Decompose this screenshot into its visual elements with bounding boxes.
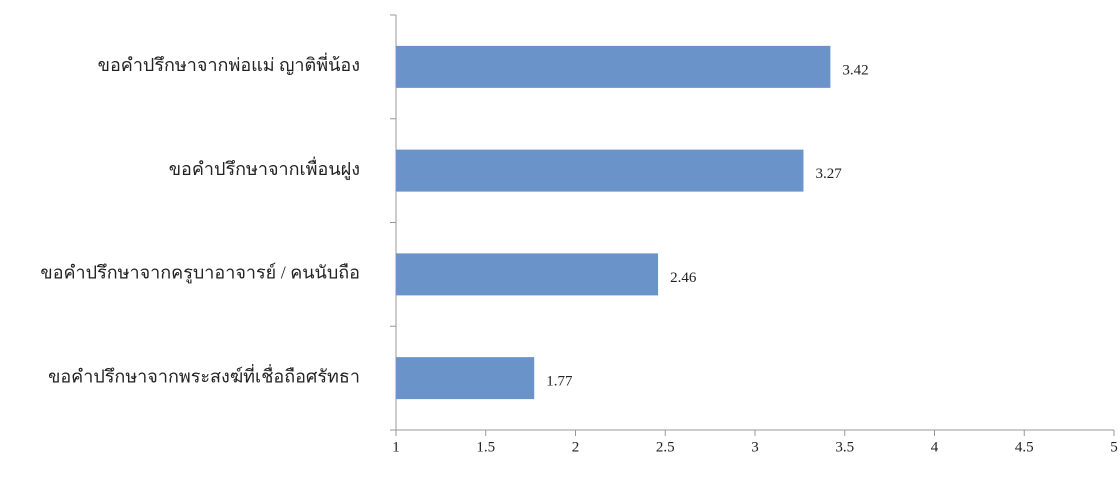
x-tick-label: 2 [572, 439, 580, 455]
bar [396, 149, 804, 192]
x-tick-label: 1.5 [476, 439, 495, 455]
value-label: 1.77 [546, 374, 573, 390]
y-tick-label: ขอคำปรึกษาจากพระสงฆ์ที่เชื่อถือศรัทธา [48, 363, 360, 386]
x-tick-label: 4 [931, 439, 939, 455]
x-tick-label: 5 [1110, 439, 1118, 455]
y-tick-label: ขอคำปรึกษาจากครูบาอาจารย์ / คนนับถือ [40, 263, 360, 284]
bar [396, 357, 535, 400]
bar [396, 253, 659, 296]
value-label: 2.46 [670, 270, 697, 286]
x-tick-label: 2.5 [656, 439, 675, 455]
bar [396, 45, 831, 88]
y-tick-label: ขอคำปรึกษาจากพ่อแม่ ญาติพี่น้อง [98, 52, 360, 75]
x-tick-label: 3 [751, 439, 759, 455]
y-tick-label: ขอคำปรึกษาจากเพื่อนฝูง [169, 156, 360, 180]
x-tick-label: 4.5 [1015, 439, 1034, 455]
x-tick-label: 1 [392, 439, 400, 455]
value-label: 3.27 [815, 166, 842, 182]
x-tick-label: 3.5 [835, 439, 854, 455]
value-label: 3.42 [842, 62, 868, 78]
